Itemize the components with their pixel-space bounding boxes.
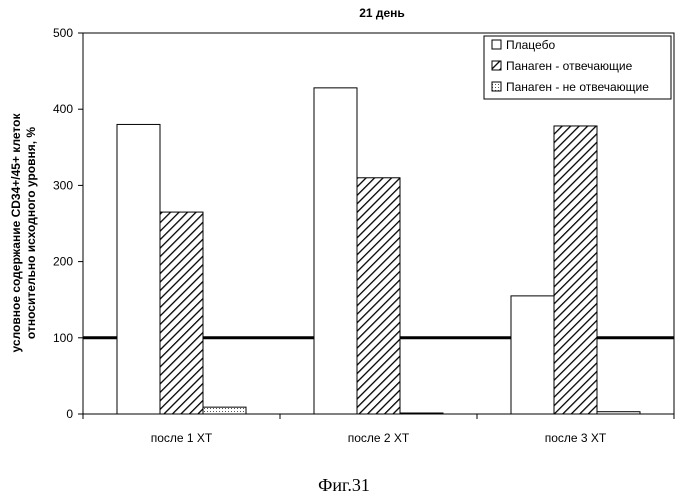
y-axis-label-line-2: относительно исходного уровня, % [24,127,38,339]
y-tick-label: 400 [53,102,73,116]
x-tick-label: после 1 ХТ [151,431,213,445]
y-tick-label: 100 [53,331,73,345]
legend-label-placebo: Плацебо [506,38,555,52]
y-axis: 0 100 200 300 400 500 [53,26,83,421]
bar [554,126,597,414]
bar [203,407,246,414]
bar [117,124,160,414]
bars [117,88,640,414]
bar [511,296,554,414]
legend: Плацебо Панаген - отвечающие Панаген - н… [484,36,671,99]
y-tick-label: 500 [53,26,73,40]
y-tick-label: 200 [53,255,73,269]
bar [160,212,203,414]
bar [597,412,640,414]
x-tick-label: после 3 ХТ [545,431,607,445]
x-axis: после 1 ХТ после 2 ХТ после 3 ХТ [83,414,674,445]
bar [400,413,443,414]
chart-title: 21 день [359,6,405,20]
legend-swatch-placebo [492,40,501,49]
figure-caption: Фиг.31 [318,475,370,495]
legend-swatch-responders [492,61,501,70]
y-tick-label: 300 [53,178,73,192]
x-tick-label: после 2 ХТ [348,431,410,445]
y-tick-label: 0 [66,407,73,421]
legend-label-responders: Панаген - отвечающие [506,59,633,73]
legend-swatch-nonresponders [492,82,501,91]
legend-label-nonresponders: Панаген - не отвечающие [506,80,649,94]
y-axis-label-line-1: условное содержание CD34+/45+ клеток [9,113,23,353]
bar [314,88,357,414]
bar [357,178,400,414]
